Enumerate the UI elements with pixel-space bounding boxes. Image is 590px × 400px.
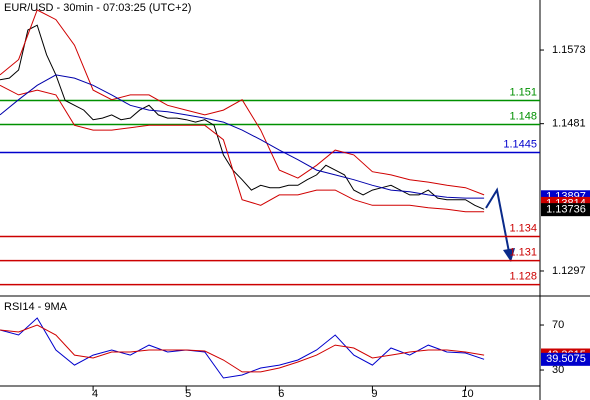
y-tick-label: 1.1297 [552,265,586,277]
x-tick-label: 9 [371,388,377,400]
level-label: 1.131 [509,246,537,258]
series-line [0,84,485,213]
level-label: 1.128 [509,270,537,282]
price-marker [541,352,590,366]
price-marker-label: 1.13736 [546,204,586,216]
chart-title: EUR/USD - 30min - 07:03:25 (UTC+2) [4,2,191,14]
forecast-arrow [485,187,510,253]
series-line [0,74,485,199]
level-label: 1.134 [509,222,537,234]
y-tick-label: 70 [552,319,564,331]
x-tick-label: 6 [278,388,284,400]
y-tick-label: 1.1573 [552,44,586,56]
x-tick-label: 10 [461,388,473,400]
series-line [0,24,485,210]
series-line [0,324,485,373]
x-tick-label: 5 [185,388,191,400]
forecast-arrow-head [503,248,515,262]
rsi-title: RSI14 - 9MA [4,301,68,313]
price-marker [541,203,590,217]
y-tick-label: 1.1481 [552,118,586,130]
level-label: 1.148 [509,110,537,122]
y-tick-label: 30 [552,364,564,376]
price-marker-label: 39.5075 [546,353,586,365]
level-label: 1.1445 [503,138,537,150]
x-tick-label: 4 [92,388,98,400]
level-label: 1.151 [509,86,537,98]
series-line [0,9,485,196]
